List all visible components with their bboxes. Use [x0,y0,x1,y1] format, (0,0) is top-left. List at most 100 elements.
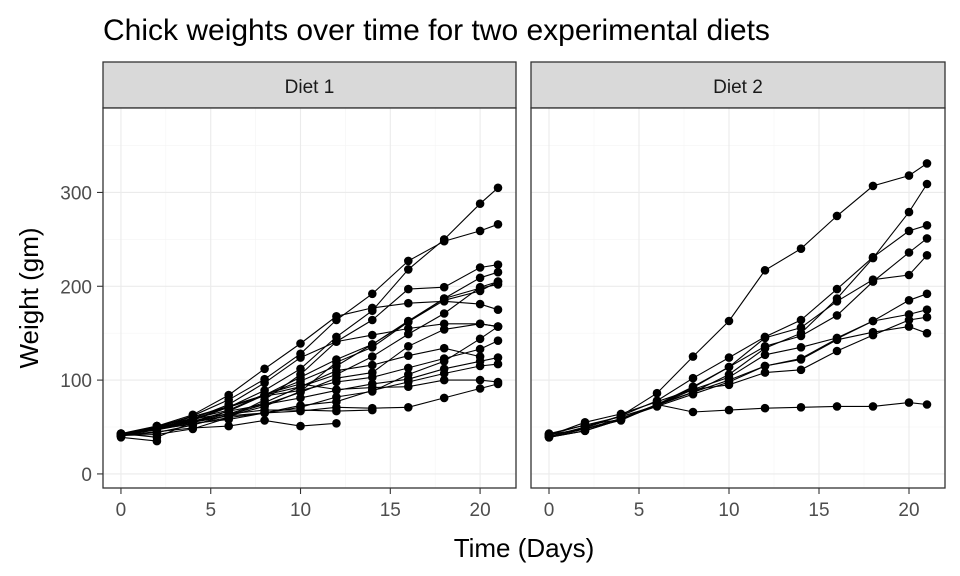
data-point [904,171,914,180]
data-point [796,328,806,338]
data-point [868,181,878,191]
data-point [832,346,842,356]
data-point [439,369,449,378]
data-point [475,361,485,371]
x-tick-label: 20 [898,500,919,521]
data-point [493,322,503,331]
data-point [760,343,770,353]
data-point [868,327,878,337]
x-tick-label: 5 [205,500,216,521]
data-point [832,294,842,303]
data-point [260,374,269,384]
data-point [404,351,413,361]
series-line [548,326,928,436]
data-point [404,265,413,274]
data-point [493,183,503,193]
data-point [296,421,305,431]
data-point [260,391,269,401]
data-point [493,336,503,346]
data-point [922,251,932,260]
data-point [922,312,932,322]
data-point [724,405,734,415]
data-point [368,289,377,299]
data-point [493,305,503,315]
data-point [493,267,503,277]
data-point [652,402,662,411]
data-point [332,358,341,367]
chart-title: Chick weights over time for two experime… [103,14,770,47]
data-point [724,362,734,372]
strip-label-diet-2: Diet 2 [713,77,763,98]
data-point [868,275,878,285]
data-point [904,207,914,217]
data-point [439,296,449,305]
data-point [760,350,770,360]
data-point [724,377,734,387]
data-point [493,353,503,362]
data-point [796,244,806,253]
data-point [493,277,503,286]
data-point [868,316,878,326]
y-tick-label: 100 [60,371,92,392]
data-point [116,431,126,440]
data-point [475,344,485,354]
series-line [120,326,499,435]
data-point [616,414,626,423]
data-point [439,375,449,385]
data-point [904,322,914,331]
x-axis-diet-1: 0 5 10 15 20 [116,488,491,521]
data-point [493,379,503,389]
data-point [332,332,341,342]
data-point [475,299,485,309]
data-point [260,408,269,418]
data-point [796,365,806,375]
data-point [475,319,485,329]
data-point [652,388,662,398]
data-point [868,253,878,263]
data-point [368,386,377,395]
data-point [404,363,413,373]
data-point [296,379,305,389]
data-point [760,368,770,377]
x-tick-label: 10 [718,500,739,521]
data-point [332,406,341,416]
plot-area-diet-1 [103,108,516,488]
data-point [904,398,914,407]
data-point [439,236,449,246]
data-point [296,401,305,410]
y-tick-label: 300 [60,183,92,204]
y-axis: 0 100 200 300 [60,183,103,486]
data-point [760,361,770,371]
data-point [868,402,878,411]
data-point [439,282,449,292]
x-axis-diet-2: 0 5 10 15 20 [544,488,920,521]
data-point [224,421,233,431]
data-point [475,263,485,272]
data-point [493,359,503,369]
data-point [332,315,341,325]
data-point [368,352,377,361]
data-point [404,403,413,412]
data-point [439,393,449,403]
data-point [260,364,269,374]
data-point [404,298,413,308]
data-point [332,377,341,387]
data-point [724,316,734,326]
data-point [904,270,914,280]
panel-diet-1: Diet 1 [102,61,517,489]
data-point [332,366,341,376]
data-point [688,373,698,383]
data-point [368,343,377,352]
data-point [922,234,932,243]
data-point [404,317,413,327]
data-point [188,419,198,428]
data-point [475,286,485,296]
y-axis-title: Weight (gm) [14,227,44,368]
series-line [548,316,928,437]
series-line [120,300,499,435]
data-point [296,349,305,359]
data-point [544,430,554,439]
data-point [922,305,932,315]
data-point [368,330,377,340]
data-point [904,226,914,236]
